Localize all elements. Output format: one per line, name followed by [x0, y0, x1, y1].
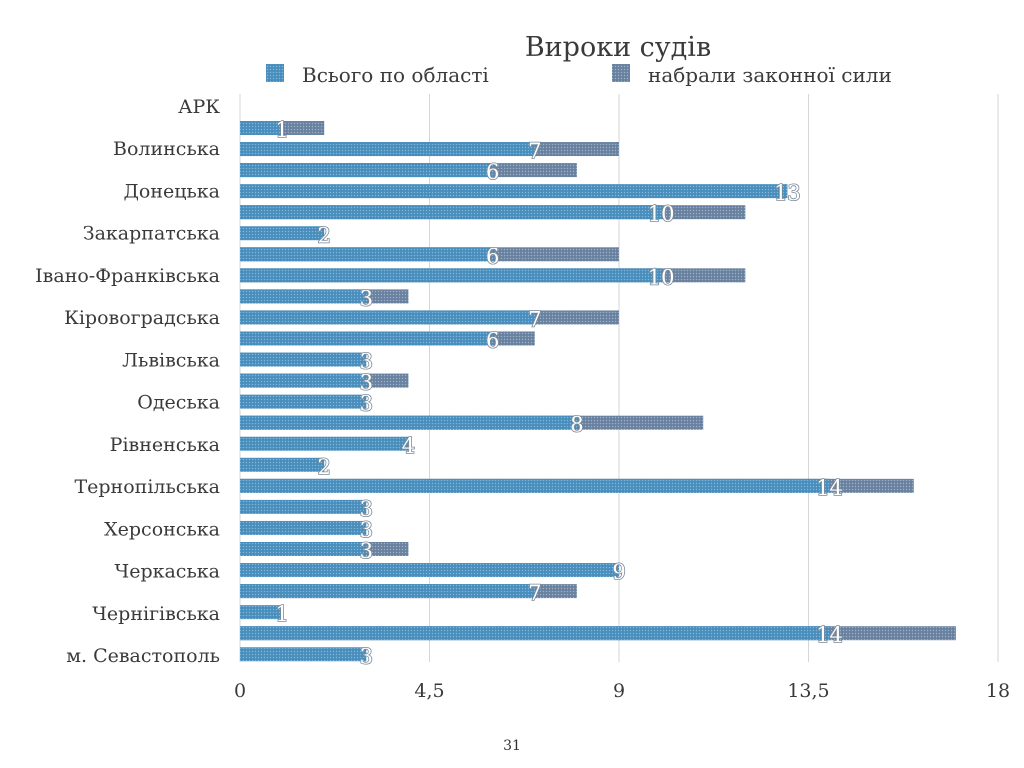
category-label: Черкаська: [115, 561, 220, 583]
bar-total: [240, 415, 577, 430]
bar-total: [240, 457, 325, 472]
legend: Всього по області набрали законної сили: [266, 63, 892, 87]
chart-title: Вироки судів: [525, 32, 711, 63]
bar-total: [240, 584, 535, 599]
category-label: Івано-Франківська: [35, 265, 220, 287]
data-label: 3: [360, 539, 373, 563]
category-labels: АРК Волинська Донецька Закарпатська Івано-Фр…: [35, 96, 220, 667]
bar-total: [240, 121, 283, 135]
bars-series-total: [240, 121, 830, 662]
category-label: АРК: [178, 96, 220, 118]
data-label: 7: [528, 307, 541, 331]
data-label: 7: [528, 139, 541, 163]
category-label: Львівська: [122, 349, 220, 371]
bar-total: [240, 520, 367, 535]
bar-total: [240, 626, 830, 641]
data-label: 3: [360, 371, 373, 395]
legend-swatch-total: [266, 64, 284, 82]
data-label: 2: [318, 455, 331, 479]
bar-total: [240, 647, 367, 662]
legend-label-total: Всього по області: [302, 63, 489, 87]
category-label: Одеська: [137, 392, 220, 414]
bar-total: [240, 352, 367, 367]
bar-total: [240, 163, 493, 178]
legend-swatch-legal-force: [612, 64, 630, 82]
category-label: м. Севастополь: [66, 645, 220, 667]
page-number: 31: [503, 738, 521, 754]
category-label: Чернігівська: [92, 603, 220, 625]
category-label: Закарпатська: [83, 223, 220, 245]
x-tick-label: 4,5: [414, 680, 444, 702]
x-axis-tick-labels: 0 4,5 9 13,5 18: [234, 680, 1010, 702]
bar-total: [240, 436, 409, 451]
x-tick-label: 13,5: [787, 680, 829, 702]
data-label: 3: [360, 286, 373, 310]
data-label: 3: [360, 518, 373, 542]
bar-total: [240, 289, 367, 304]
data-label: 14: [816, 476, 843, 500]
data-label: 9: [612, 560, 625, 584]
data-label: 6: [486, 160, 499, 184]
bar-total: [240, 226, 325, 241]
data-label: 3: [360, 497, 373, 521]
data-label: 3: [360, 644, 373, 668]
data-label: 7: [528, 581, 541, 605]
data-label: 6: [486, 244, 499, 268]
bar-total: [240, 605, 283, 620]
bar-total: [240, 142, 535, 157]
bar-total: [240, 331, 493, 346]
category-label: Рівненська: [110, 434, 220, 456]
bar-total: [240, 247, 493, 262]
bar-total: [240, 268, 662, 283]
data-label: 4: [402, 434, 415, 458]
category-label: Херсонська: [104, 518, 220, 540]
bar-total: [240, 478, 830, 493]
x-tick-label: 0: [234, 680, 246, 702]
bar-total: [240, 373, 367, 388]
data-label: 10: [648, 202, 675, 226]
category-label: Кіровоградська: [64, 307, 220, 329]
data-label: 13: [774, 181, 801, 205]
data-label: 8: [570, 413, 583, 437]
data-label: 3: [360, 392, 373, 416]
bar-total: [240, 499, 367, 514]
data-label: 10: [648, 265, 675, 289]
bar-total: [240, 563, 619, 578]
bar-total: [240, 310, 535, 325]
category-label: Тернопільська: [74, 476, 220, 498]
data-label: 1: [275, 602, 288, 626]
data-label: 2: [318, 223, 331, 247]
data-label: 3: [360, 350, 373, 374]
bar-total: [240, 542, 367, 556]
data-label: 6: [486, 329, 499, 353]
data-label: 1: [275, 118, 288, 142]
bar-total: [240, 394, 367, 409]
bar-total: [240, 184, 788, 199]
legend-label-legal-force: набрали законної сили: [648, 63, 892, 87]
bar-total: [240, 205, 662, 220]
x-tick-label: 9: [613, 680, 625, 702]
category-label: Донецька: [123, 180, 220, 202]
category-label: Волинська: [113, 138, 220, 160]
x-tick-label: 18: [986, 680, 1010, 702]
data-label: 14: [816, 623, 843, 647]
